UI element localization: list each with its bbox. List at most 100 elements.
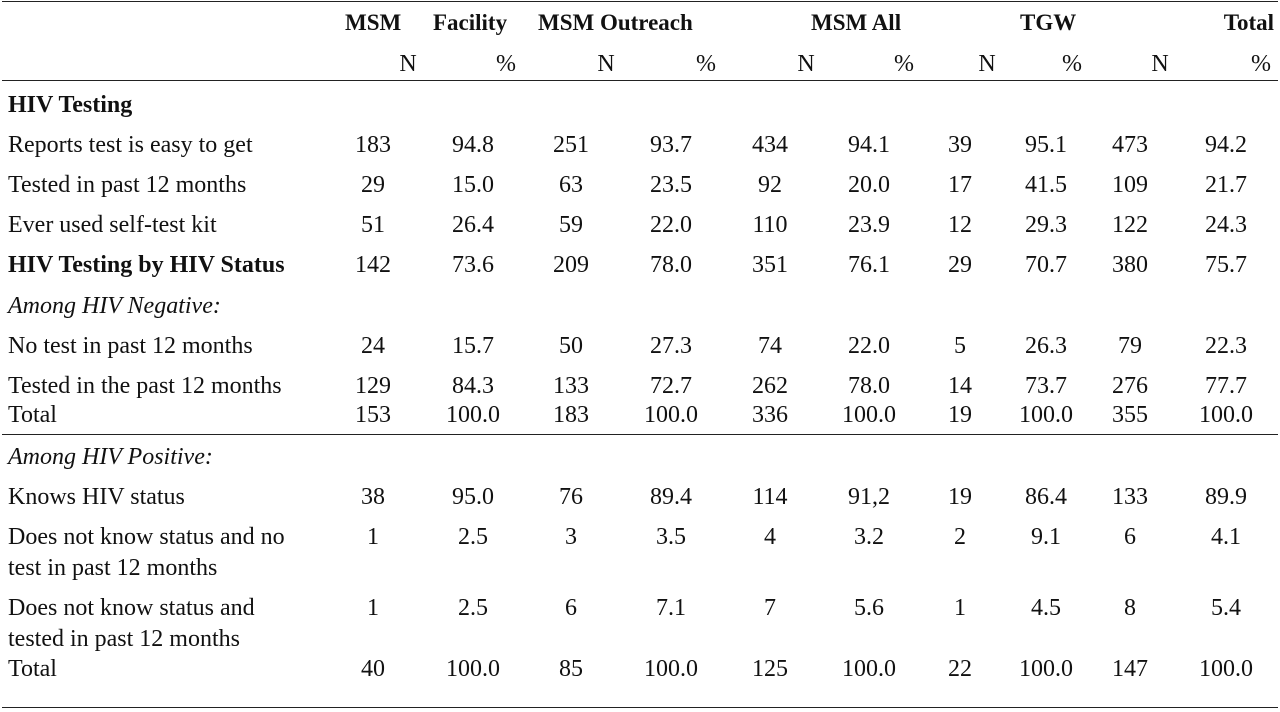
table-cell: 51	[361, 212, 385, 238]
table-cell: 6	[1124, 524, 1136, 550]
table-cell: 133	[1112, 484, 1148, 510]
column-subheader: %	[696, 51, 716, 77]
row-label: Does not know status and no	[8, 524, 285, 550]
table-cell: 73.7	[1025, 373, 1067, 399]
table-cell: 110	[752, 212, 788, 238]
table-cell: 94.1	[848, 132, 890, 158]
table-cell: 76.1	[848, 252, 890, 278]
table-cell: 22	[948, 656, 972, 682]
table-cell: 473	[1112, 132, 1148, 158]
row-label: HIV Testing by HIV Status	[8, 252, 285, 278]
table-cell: 89.9	[1205, 484, 1247, 510]
table-cell: 3.5	[656, 524, 686, 550]
table-cell: 92	[758, 172, 782, 198]
column-subheader: N	[1151, 51, 1169, 77]
table-cell: 129	[355, 373, 391, 399]
column-subheader: N	[597, 51, 615, 77]
table-cell: 27.3	[650, 333, 692, 359]
table-cell: 142	[355, 252, 391, 278]
table-cell: 26.3	[1025, 333, 1067, 359]
row-label: Total	[8, 656, 57, 682]
table-cell: 19	[948, 402, 972, 428]
table-cell: 9.1	[1031, 524, 1061, 550]
table-cell: 84.3	[452, 373, 494, 399]
table-cell: 40	[361, 656, 385, 682]
table-cell: 100.0	[1199, 402, 1253, 428]
table-cell: 100.0	[1019, 656, 1073, 682]
row-label: Tested in the past 12 months	[8, 373, 282, 399]
column-group-header: Total	[1223, 10, 1274, 35]
table-cell: 95.1	[1025, 132, 1067, 158]
table-cell: 251	[553, 132, 589, 158]
table-cell: 209	[553, 252, 589, 278]
table-cell: 86.4	[1025, 484, 1067, 510]
table-cell: 1	[367, 524, 379, 550]
table-cell: 100.0	[644, 402, 698, 428]
table-cell: 2.5	[458, 595, 488, 621]
table-cell: 109	[1112, 172, 1148, 198]
table-cell: 91,2	[848, 484, 890, 510]
table-cell: 77.7	[1205, 373, 1247, 399]
column-group-header: MSM All	[811, 10, 902, 35]
table-cell: 63	[559, 172, 583, 198]
table-cell: 89.4	[650, 484, 692, 510]
table-cell: 39	[948, 132, 972, 158]
table-cell: 1	[367, 595, 379, 621]
column-subheader: N	[978, 51, 996, 77]
table-cell: 380	[1112, 252, 1148, 278]
table-cell: 15.7	[452, 333, 494, 359]
table-cell: 4	[764, 524, 776, 550]
table-cell: 6	[565, 595, 577, 621]
row-label-continuation: tested in past 12 months	[8, 626, 240, 652]
table-cell: 122	[1112, 212, 1148, 238]
column-subheader: %	[894, 51, 914, 77]
table-cell: 4.5	[1031, 595, 1061, 621]
table-cell: 29	[948, 252, 972, 278]
section-rule	[2, 434, 1278, 435]
table-cell: 23.9	[848, 212, 890, 238]
table-cell: 23.5	[650, 172, 692, 198]
table-cell: 100.0	[1199, 656, 1253, 682]
table-cell: 50	[559, 333, 583, 359]
column-group-header: MSM Outreach	[538, 10, 693, 35]
table-cell: 26.4	[452, 212, 494, 238]
table-cell: 20.0	[848, 172, 890, 198]
table-cell: 100.0	[446, 656, 500, 682]
table-cell: 72.7	[650, 373, 692, 399]
table-cell: 76	[559, 484, 583, 510]
column-subheader: %	[496, 51, 516, 77]
table-cell: 70.7	[1025, 252, 1067, 278]
row-label: Tested in past 12 months	[8, 172, 247, 198]
table-cell: 59	[559, 212, 583, 238]
table-cell: 7.1	[656, 595, 686, 621]
table-cell: 15.0	[452, 172, 494, 198]
table-cell: 125	[752, 656, 788, 682]
table-cell: 355	[1112, 402, 1148, 428]
table-cell: 12	[948, 212, 972, 238]
table-cell: 38	[361, 484, 385, 510]
table-cell: 19	[948, 484, 972, 510]
column-group-header: MSM	[345, 10, 402, 35]
table-cell: 5.4	[1211, 595, 1241, 621]
column-subheader: N	[797, 51, 815, 77]
table-cell: 100.0	[842, 656, 896, 682]
table-cell: 1	[954, 595, 966, 621]
table-cell: 24	[361, 333, 385, 359]
table-cell: 95.0	[452, 484, 494, 510]
column-subheader: %	[1251, 51, 1271, 77]
table-cell: 4.1	[1211, 524, 1241, 550]
table-cell: 434	[752, 132, 788, 158]
table-cell: 22.0	[650, 212, 692, 238]
table-cell: 41.5	[1025, 172, 1067, 198]
row-label: Among HIV Negative:	[8, 293, 221, 319]
table-cell: 2	[954, 524, 966, 550]
table-cell: 3.2	[854, 524, 884, 550]
table-cell: 79	[1118, 333, 1142, 359]
row-label: Does not know status and	[8, 595, 255, 621]
table-cell: 100.0	[446, 402, 500, 428]
row-label: Total	[8, 402, 57, 428]
table-cell: 7	[764, 595, 776, 621]
table-cell: 22.0	[848, 333, 890, 359]
table-cell: 85	[559, 656, 583, 682]
table-cell: 75.7	[1205, 252, 1247, 278]
